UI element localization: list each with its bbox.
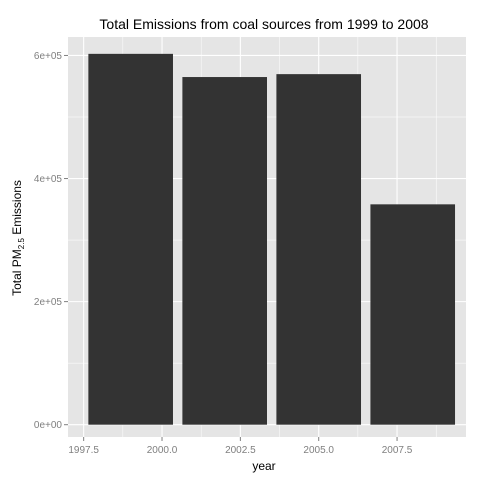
x-tick-label: 2000.0 [147,445,178,456]
y-tick-label: 4e+05 [34,174,63,185]
x-tick-label: 2007.5 [382,445,413,456]
chart-title: Total Emissions from coal sources from 1… [99,16,428,32]
bar-2002 [182,77,267,425]
x-tick-label: 2005.0 [303,445,334,456]
bar-2008 [370,204,456,425]
bar-2005 [276,74,362,425]
y-axis-label-main: Total PM [10,249,24,296]
y-tick-label: 6e+05 [34,51,63,62]
x-axis-label: year [252,459,275,473]
bar-1999 [88,53,173,425]
y-tick-label: 2e+05 [34,297,63,308]
y-axis-label-subscript: 2.5 [17,238,26,250]
y-axis-label-tail: Emissions [10,180,24,238]
x-tick-label: 1997.5 [68,445,99,456]
bars [88,53,456,425]
y-axis: 0e+00 2e+05 4e+05 6e+05 [34,51,68,431]
y-axis-label: Total PM2.5 Emissions [10,180,26,296]
y-tick-label: 0e+00 [34,420,63,431]
x-axis: 1997.5 2000.0 2002.5 2005.0 2007.5 [68,437,413,456]
x-tick-label: 2002.5 [225,445,256,456]
